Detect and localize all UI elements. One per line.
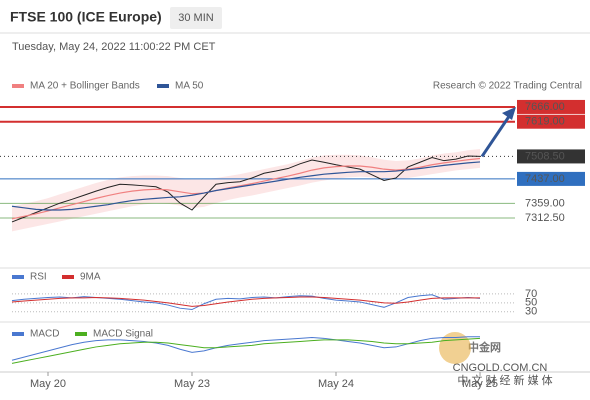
arrow-head — [502, 106, 516, 120]
watermark-tagline: 中 文 财 经 新 媒 体 — [457, 373, 552, 387]
y-tick-label: 30 — [525, 306, 537, 318]
legend-swatch — [12, 332, 24, 336]
level-label: 7508.50 — [525, 150, 565, 162]
legend-label: 9MA — [80, 272, 101, 283]
x-tick-label: May 23 — [174, 378, 210, 390]
rsi-line — [11, 296, 480, 307]
level-box — [517, 99, 585, 114]
level-label: 7666.00 — [525, 101, 565, 113]
macd-line — [11, 337, 481, 364]
ma-line — [11, 157, 481, 220]
x-tick-label: May 20 — [30, 378, 66, 390]
level-box — [517, 171, 585, 186]
legend-label: MACD — [30, 329, 59, 340]
subtitle: Tuesday, May 24, 2022 11:00:22 PM CET — [12, 41, 216, 53]
level-label: 7359.00 — [525, 197, 565, 209]
x-tick-label: May 24 — [318, 378, 354, 390]
watermark-brand: 中金网 — [468, 340, 501, 354]
legend-swatch — [75, 332, 87, 336]
level-label: 7437.00 — [525, 173, 565, 185]
level-box — [517, 149, 585, 164]
legend-label: MA 20 + Bollinger Bands — [30, 81, 140, 92]
level-label: 7312.50 — [525, 212, 565, 224]
legend-swatch — [62, 275, 74, 279]
interval: 30 MIN — [178, 12, 214, 24]
price-line — [11, 155, 481, 223]
legend-swatch — [12, 84, 24, 88]
interval-badge — [170, 7, 222, 29]
bollinger-band — [12, 149, 480, 232]
y-tick-label: 50 — [525, 297, 537, 309]
arrow — [480, 114, 512, 158]
x-tick-label: May 25 — [462, 378, 498, 390]
legend-swatch — [12, 275, 24, 279]
credit: Research © 2022 Trading Central — [433, 81, 582, 92]
rsi-line — [11, 294, 481, 311]
legend-swatch — [157, 84, 169, 88]
level-label: 7619.00 — [525, 116, 565, 128]
legend-label: RSI — [30, 272, 47, 283]
chart-title: FTSE 100 (ICE Europe) — [10, 9, 162, 25]
legend-label: MA 50 — [175, 81, 204, 92]
level-box — [517, 114, 585, 129]
y-tick-label: 70 — [525, 288, 537, 300]
macd-line — [11, 336, 480, 361]
legend-label: MACD Signal — [93, 329, 153, 340]
ma-line — [11, 161, 481, 211]
watermark-site: CNGOLD.COM.CN — [453, 362, 548, 374]
